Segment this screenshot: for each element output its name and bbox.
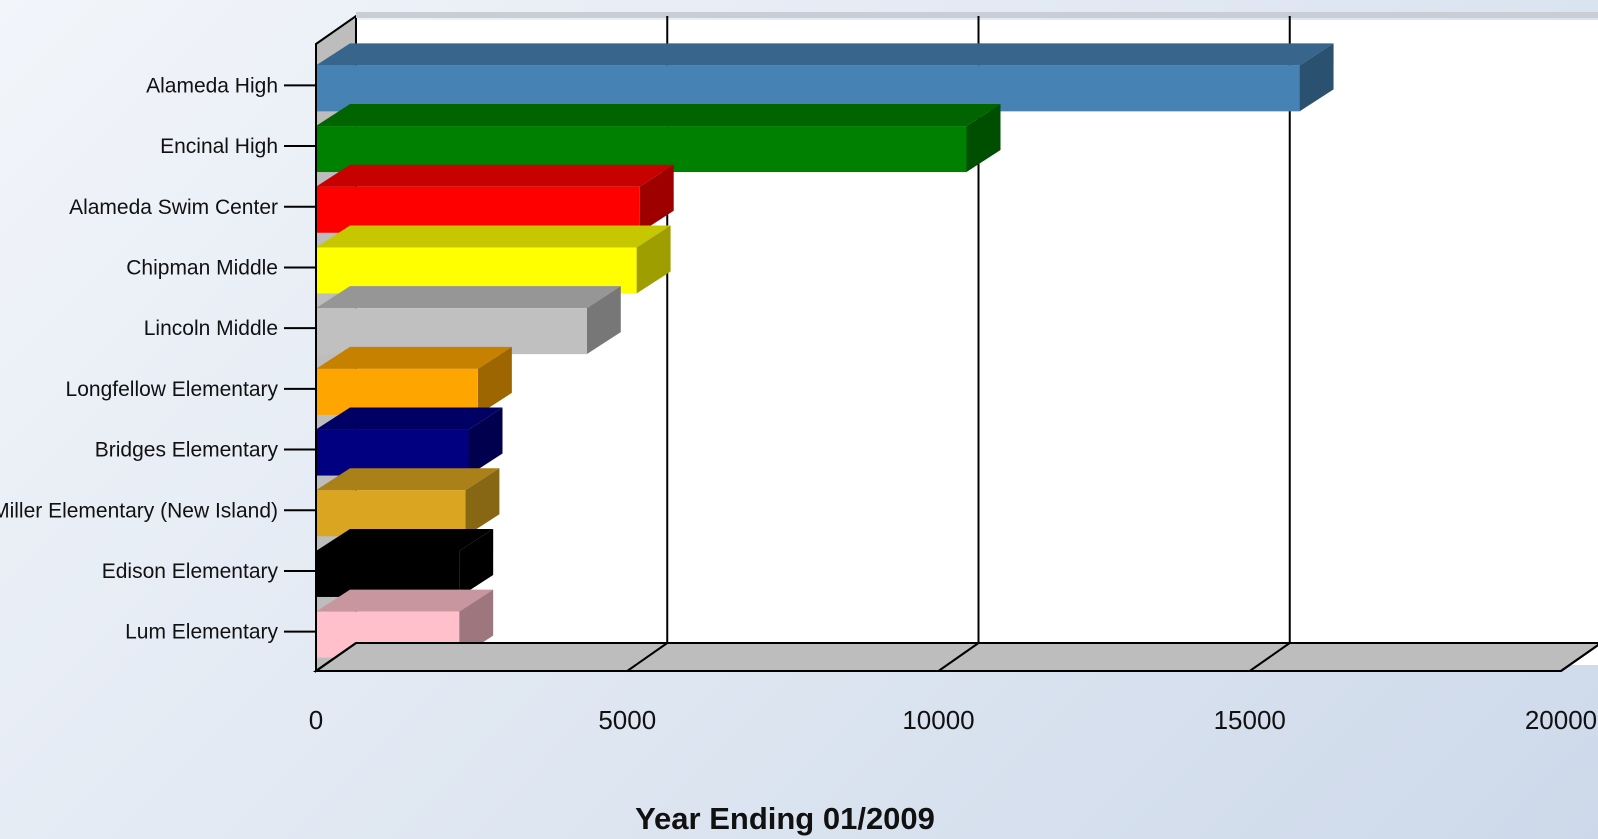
floor-gridline (937, 642, 980, 672)
category-label: Alameda Swim Center (69, 196, 278, 219)
bar-front-face (316, 65, 1300, 112)
x-tick-label: 0 (309, 705, 323, 735)
bar-top-face (316, 589, 494, 612)
category-label: Alameda High (146, 74, 278, 97)
category-label: Longfellow Elementary (66, 378, 279, 401)
bar-end-face (636, 225, 671, 294)
bar-end-face (459, 528, 494, 597)
bar (316, 43, 1334, 112)
bar-end-face (639, 164, 674, 233)
bar-top-face (316, 528, 494, 551)
floor-gridline (626, 642, 668, 672)
bar-end-face (1299, 43, 1334, 112)
bar (316, 225, 671, 294)
bars (316, 43, 1334, 658)
category-label: Edison Elementary (102, 560, 279, 583)
x-tick-label: 20000 (1525, 705, 1597, 735)
bar-end-face (465, 468, 500, 537)
x-tick-label: 5000 (598, 705, 656, 735)
bar-top-face (316, 407, 503, 430)
bar-front-face (316, 368, 478, 415)
x-axis-ticks: 0 5000 10000 15000 20000 (309, 705, 1597, 735)
bar-front-face (316, 429, 469, 476)
bar (316, 164, 674, 233)
bar (316, 528, 494, 597)
bar-front-face (316, 126, 967, 173)
category-label: Encinal High (160, 135, 278, 158)
category-label: Chipman Middle (126, 256, 278, 279)
bar-front-face (316, 550, 460, 597)
category-label: Miller Elementary (New Island) (0, 499, 278, 522)
bar-front-face (316, 308, 587, 355)
bar-top-face (316, 43, 1334, 66)
x-tick-label: 10000 (902, 705, 974, 735)
bar-end-face (459, 589, 494, 658)
bar-end-face (966, 104, 1001, 173)
bar-front-face (316, 247, 637, 294)
bar-top-face (316, 286, 621, 309)
bar-end-face (468, 407, 503, 476)
x-axis-title: Year Ending 01/2009 (635, 801, 935, 836)
bar (316, 104, 1001, 173)
x-tick-label: 15000 (1214, 705, 1286, 735)
category-label: Bridges Elementary (95, 439, 279, 462)
plot-top-border (356, 12, 1598, 18)
floor-gridline (1249, 642, 1291, 672)
bar-front-face (316, 186, 640, 233)
bar (316, 468, 500, 537)
bar-top-face (316, 225, 671, 248)
bar (316, 407, 503, 476)
bar-top-face (316, 346, 512, 369)
bar-end-face (586, 286, 621, 355)
category-label: Lum Elementary (125, 621, 278, 644)
bar-top-face (316, 164, 674, 187)
y-axis-categories: Alameda High Encinal High Alameda Swim Cen… (0, 74, 316, 644)
floor-gridline (315, 642, 357, 672)
floor-gridline (1560, 643, 1598, 672)
bar (316, 346, 512, 415)
bar-top-face (316, 104, 1001, 127)
category-label: Lincoln Middle (144, 317, 278, 340)
bar-end-face (477, 346, 512, 415)
bar-top-face (316, 468, 500, 491)
bar (316, 286, 621, 355)
bar-front-face (316, 490, 466, 537)
plot-floor (312, 44, 1598, 672)
